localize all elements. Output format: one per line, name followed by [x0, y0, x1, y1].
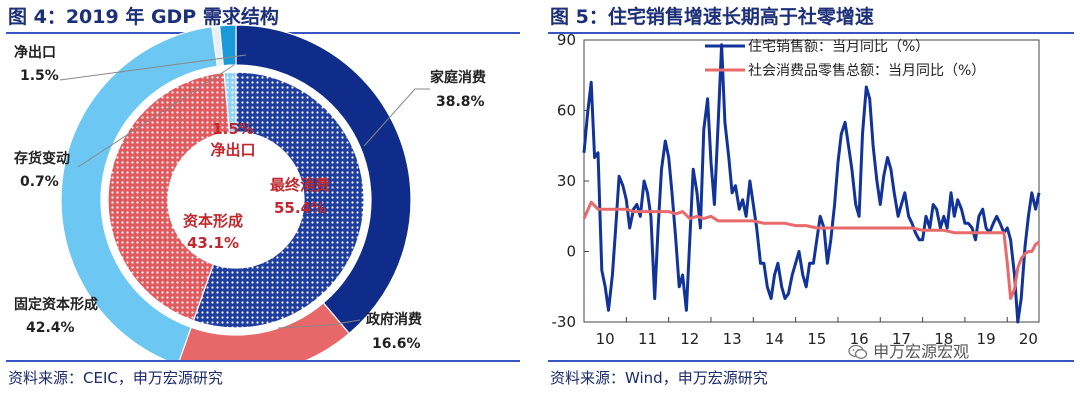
inner-capital-formation-name: 资本形成	[183, 212, 243, 230]
label-fixed-capital-pct: 42.4%	[26, 320, 75, 336]
right-source-note: 资料来源：Wind，申万宏源研究	[550, 369, 768, 387]
plot-frame	[583, 39, 1040, 323]
watermark: 申万宏源宏观	[848, 338, 969, 362]
x-tick-label: 12	[680, 330, 699, 348]
outer-slice-household	[235, 24, 412, 335]
left-source-rule	[6, 360, 520, 362]
x-tick-label: 11	[638, 330, 657, 348]
outer-slice-fixed-capital	[60, 25, 219, 360]
inner-slice-capital-formation	[107, 71, 231, 322]
inner-ring	[107, 71, 365, 329]
right-chart-title: 图 5：住宅销售增速长期高于社零增速	[550, 6, 874, 28]
x-tick-label: 10	[596, 330, 615, 348]
label-household-name: 家庭消费	[430, 69, 486, 86]
right-source-rule	[548, 360, 1074, 362]
label-inventory-pct: 0.7%	[20, 174, 59, 190]
inner-net-export-name: 净出口	[210, 141, 255, 159]
x-tick-label: 16	[850, 330, 869, 348]
y-tick-label: 30	[557, 172, 576, 190]
legend-label-retail: 社会消费品零售总额：当月同比（%）	[748, 63, 985, 79]
x-tick-label: 18	[934, 330, 953, 348]
x-tick-label: 17	[892, 330, 911, 348]
inner-slice-final-consumption	[192, 71, 365, 329]
leader-lines	[59, 54, 430, 329]
outer-slice-government	[178, 302, 351, 360]
inner-capital-formation-pct: 43.1%	[187, 234, 239, 252]
leader-net-export	[59, 54, 247, 81]
wechat-icon	[848, 344, 868, 359]
housing-sales-line	[582, 43, 1041, 324]
label-household-pct: 38.8%	[436, 94, 485, 110]
label-fixed-capital-name: 固定资本形成	[14, 296, 98, 313]
outer-ring	[60, 24, 412, 360]
watermark-text: 申万宏源宏观	[873, 342, 970, 361]
x-tick-label: 19	[977, 330, 996, 348]
label-net-export-pct: 1.5%	[20, 68, 59, 84]
leader-inventory	[77, 64, 235, 168]
y-tick-label: 90	[557, 31, 576, 49]
sales-vs-retail-line-chart: -30 0 30 60 90 10 11 12 13 14 15 16 17 18 19 20 住宅销售额：…	[552, 31, 1041, 348]
right-title-rule	[548, 32, 1074, 34]
y-tick-label: 0	[566, 243, 576, 261]
x-tick-label: 20	[1019, 330, 1038, 348]
left-source-note: 资料来源：CEIC，申万宏源研究	[8, 369, 223, 387]
x-tick-label: 15	[807, 330, 826, 348]
inner-final-consumption-pct: 55.4%	[274, 199, 326, 217]
y-tick-label: 60	[557, 102, 576, 120]
inner-final-consumption-name: 最终消费	[270, 176, 330, 194]
inner-net-export-pct: 1.5%	[212, 120, 254, 138]
series-group	[582, 43, 1041, 324]
label-government-name: 政府消费	[366, 311, 422, 328]
label-government-pct: 16.6%	[372, 336, 421, 352]
label-net-export-name: 净出口	[14, 44, 56, 61]
x-axis: 10 11 12 13 14 15 16 17 18 19 20	[583, 317, 1038, 348]
x-tick-label: 13	[723, 330, 742, 348]
legend-label-housing: 住宅销售额：当月同比（%）	[748, 39, 929, 55]
label-inventory-name: 存货变动	[14, 150, 70, 167]
left-chart-title: 图 4：2019 年 GDP 需求结构	[8, 6, 279, 28]
retail-sales-line	[582, 200, 1040, 300]
x-tick-label: 14	[765, 330, 784, 348]
y-axis: -30 0 30 60 90	[552, 31, 589, 331]
outer-slice-net-export	[218, 24, 237, 67]
inner-slice-net-export	[223, 71, 237, 133]
gdp-demand-donut-chart: 1.5% 净出口 最终消费 55.4% 资本形成 43.1% 净出口 1.5% …	[14, 24, 486, 360]
leader-government	[277, 319, 361, 329]
leader-household	[363, 88, 430, 147]
y-tick-label: -30	[552, 313, 577, 331]
